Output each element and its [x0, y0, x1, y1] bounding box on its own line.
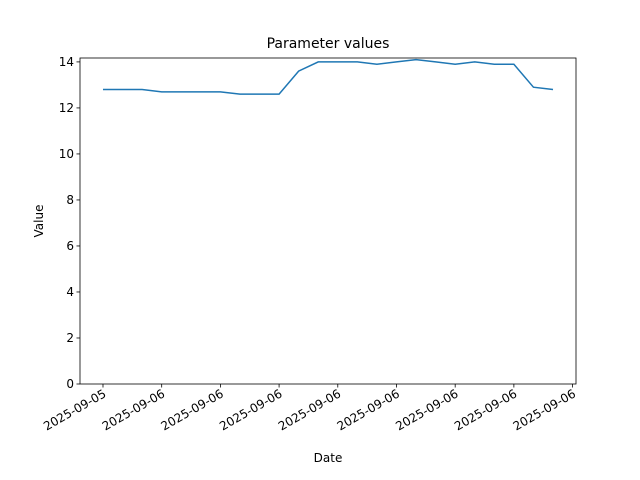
y-tick-label: 0: [66, 377, 74, 391]
y-tick-label: 8: [66, 193, 74, 207]
x-tick-label: 2025-09-06: [335, 386, 402, 433]
x-tick-label: 2025-09-06: [100, 386, 167, 433]
y-tick-label: 12: [59, 101, 74, 115]
y-tick-label: 10: [59, 147, 74, 161]
y-tick-label: 2: [66, 331, 74, 345]
y-tick-label: 4: [66, 285, 74, 299]
y-axis-label: Value: [32, 205, 46, 238]
x-tick-label: 2025-09-06: [158, 386, 225, 433]
x-tick-label: 2025-09-06: [393, 386, 460, 433]
plot-frame: [79, 57, 577, 385]
chart-title: Parameter values: [267, 36, 390, 52]
x-tick-label: 2025-09-06: [511, 386, 578, 433]
data-line: [102, 58, 554, 95]
x-tick-label: 2025-09-06: [452, 386, 519, 433]
y-tick-label: 14: [59, 55, 74, 69]
x-axis-label: Date: [314, 451, 343, 465]
x-tick-label: 2025-09-05: [41, 386, 108, 433]
x-tick-label: 2025-09-06: [276, 386, 343, 433]
x-tick-label: 2025-09-06: [217, 386, 284, 433]
y-tick-label: 6: [66, 239, 74, 253]
